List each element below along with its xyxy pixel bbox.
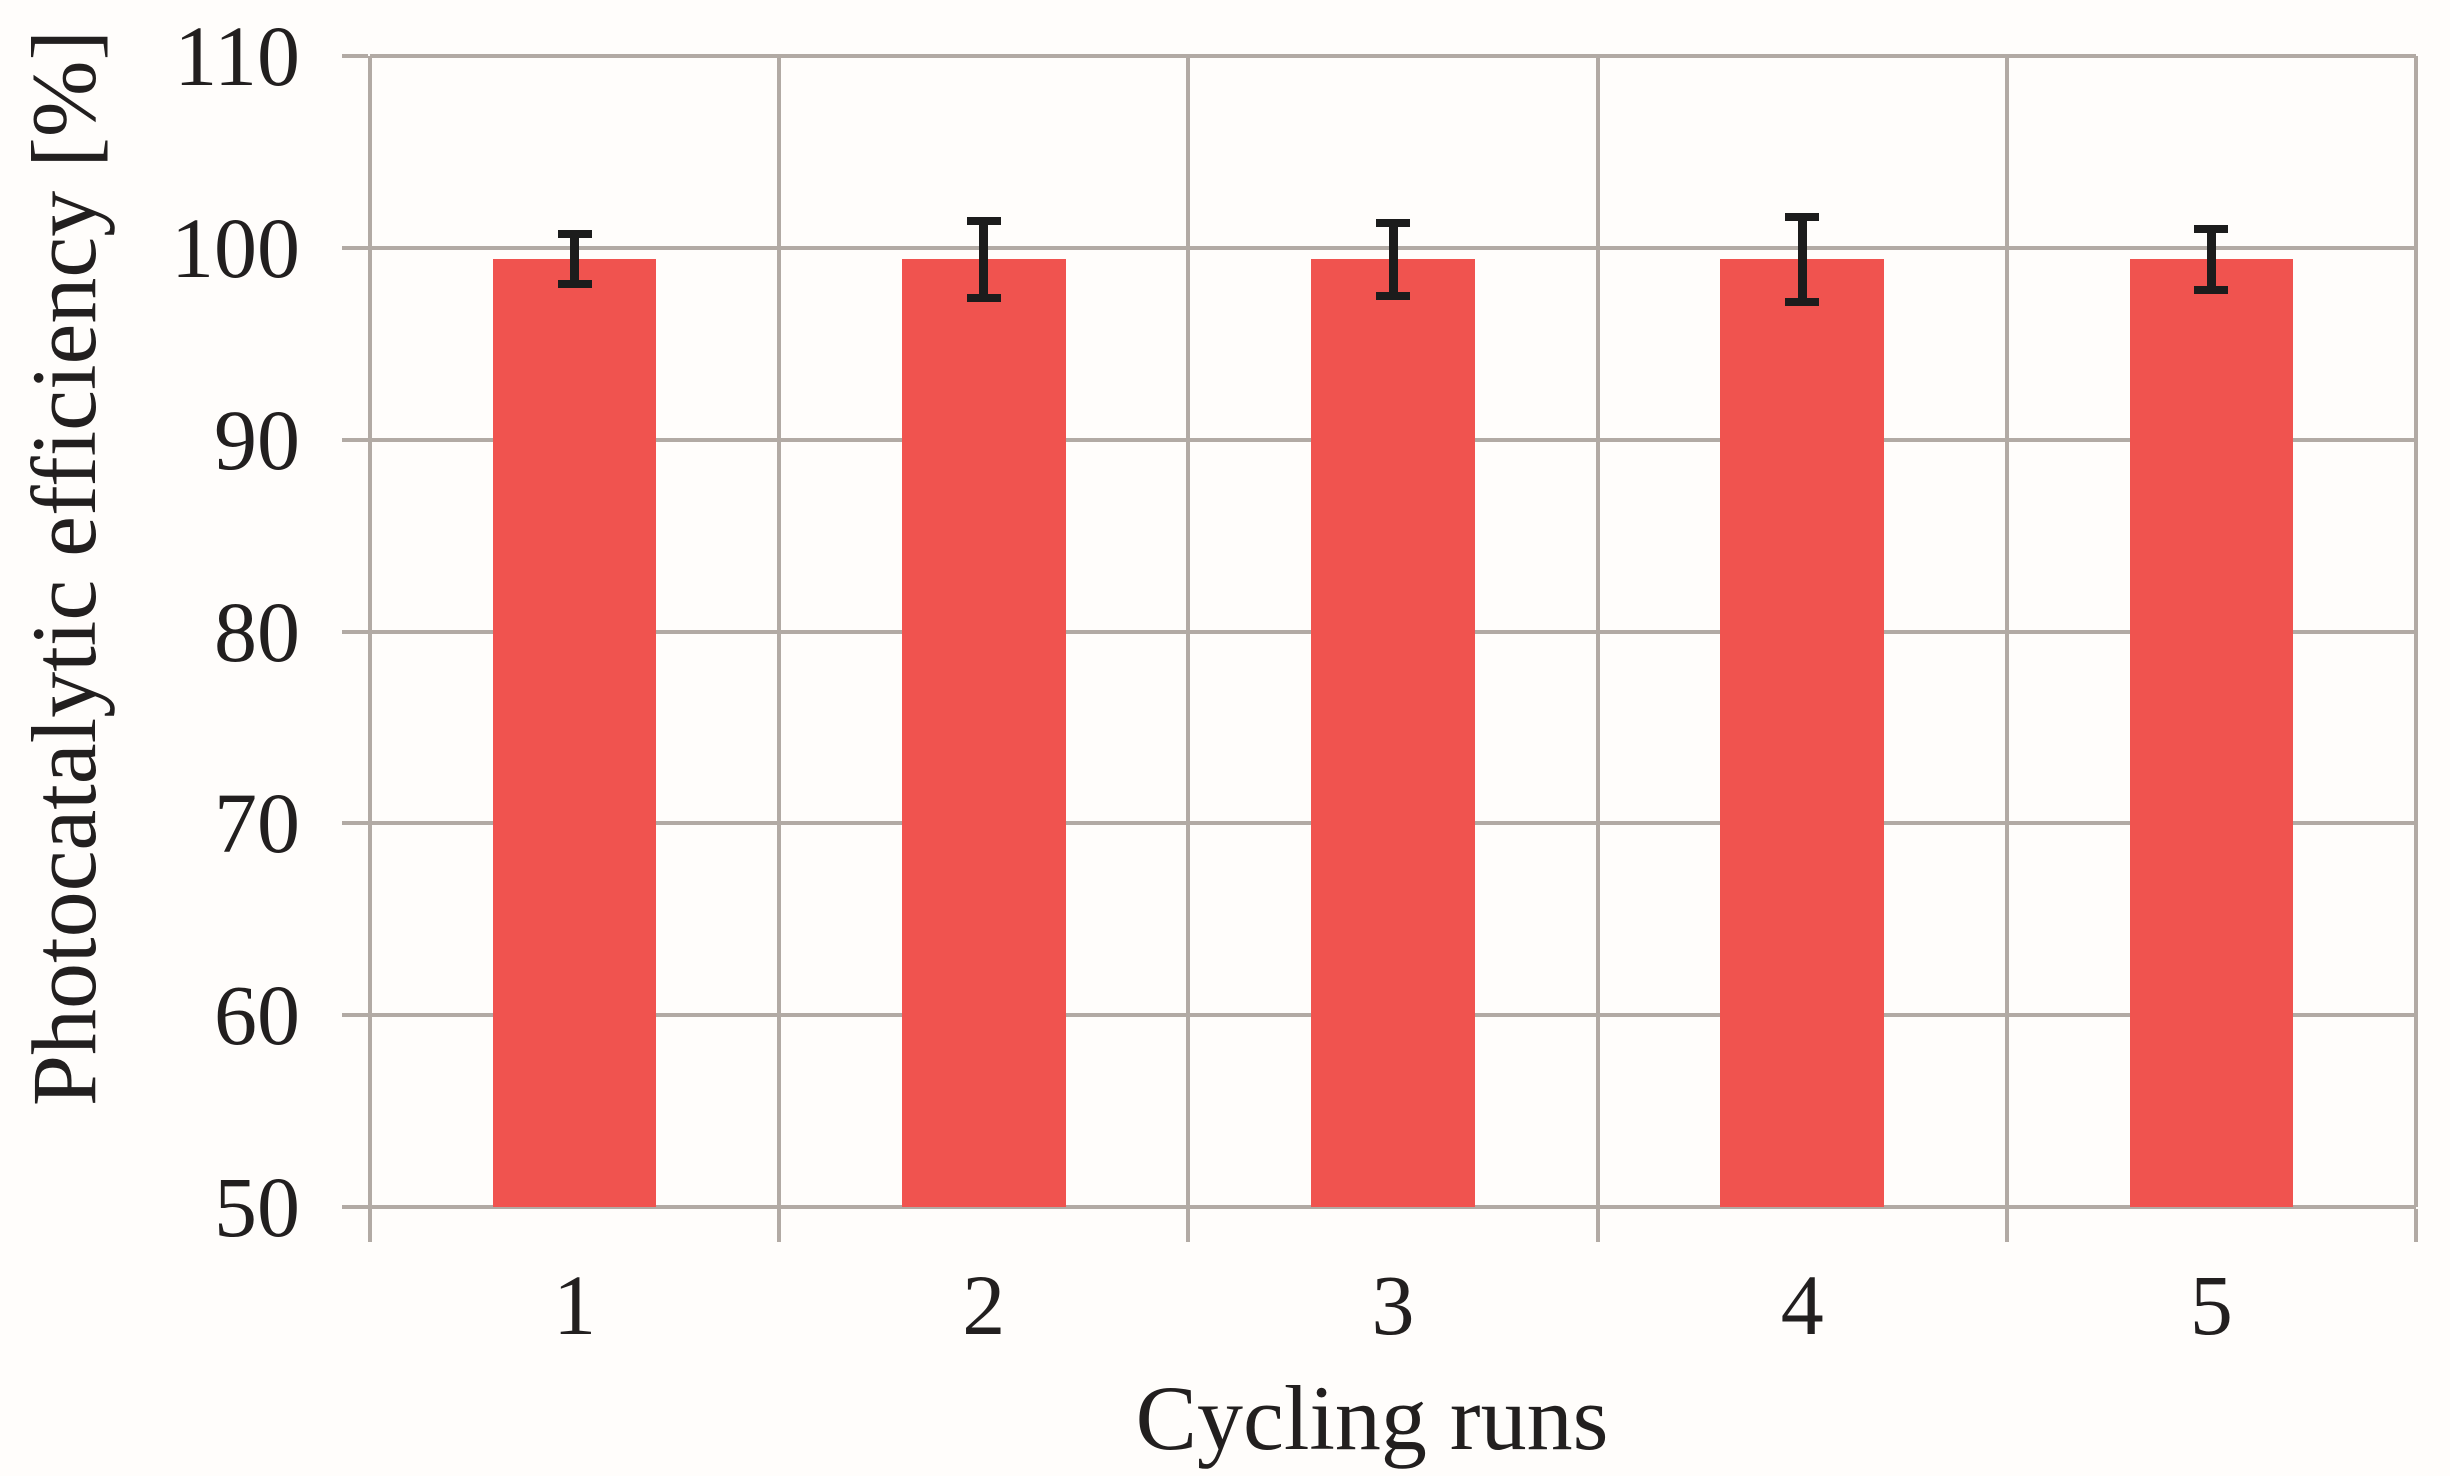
x-tick-label-5: 5	[2189, 1257, 2233, 1353]
error-bar-cap-top-4	[1785, 213, 1820, 222]
error-bar-cap-top-5	[2194, 224, 2229, 233]
error-bar-line-2	[979, 220, 989, 298]
y-tick-label-100: 100	[171, 199, 300, 296]
bar-1	[492, 259, 657, 1207]
x-tick-label-2: 2	[962, 1257, 1006, 1353]
x-axis-line	[370, 1205, 2416, 1209]
error-bar-cap-bottom-1	[557, 280, 592, 289]
v-gridline-5	[2414, 56, 2418, 1207]
h-gridline-110	[370, 54, 2416, 58]
bar-4	[1720, 259, 1885, 1207]
y-axis-title: Photocatalytic efficiency [%]	[13, 29, 115, 1107]
x-tick-mark-1	[777, 1209, 782, 1242]
y-axis-line	[368, 56, 372, 1240]
error-bar-cap-top-2	[966, 216, 1001, 225]
y-tick-label-60: 60	[214, 967, 300, 1064]
error-bar-cap-bottom-2	[966, 293, 1001, 302]
v-gridline-1	[777, 56, 782, 1207]
bar-2	[901, 259, 1066, 1207]
bar-3	[1311, 259, 1475, 1207]
error-bar-cap-top-1	[557, 230, 592, 239]
error-bar-line-3	[1388, 222, 1398, 296]
y-tick-mark-110	[342, 54, 368, 58]
bar-5	[2129, 259, 2294, 1207]
error-bar-line-4	[1797, 217, 1807, 302]
y-tick-label-90: 90	[214, 391, 300, 488]
v-gridline-4	[2004, 56, 2009, 1207]
error-bar-line-5	[2206, 228, 2216, 291]
y-tick-mark-60	[342, 1013, 368, 1018]
x-tick-mark-4	[2004, 1209, 2009, 1242]
y-tick-label-70: 70	[214, 775, 300, 872]
error-bar-cap-bottom-3	[1376, 291, 1410, 300]
y-tick-mark-90	[342, 437, 368, 442]
x-tick-label-1: 1	[553, 1257, 597, 1353]
v-gridline-2	[1186, 56, 1191, 1207]
plot-area	[342, 54, 2418, 1242]
error-bar-cap-bottom-4	[1785, 297, 1820, 306]
x-axis-title: Cycling runs	[1135, 1367, 1609, 1469]
y-tick-mark-100	[342, 245, 368, 250]
x-tick-mark-5	[2414, 1209, 2418, 1242]
error-bar-cap-top-3	[1376, 218, 1410, 227]
x-tick-mark-2	[1186, 1209, 1191, 1242]
x-tick-label-3: 3	[1371, 1257, 1415, 1353]
y-tick-mark-70	[342, 821, 368, 826]
y-tick-label-50: 50	[214, 1159, 300, 1255]
x-tick-label-4: 4	[1780, 1257, 1824, 1353]
v-gridline-3	[1595, 56, 1600, 1207]
error-bar-cap-bottom-5	[2194, 286, 2229, 295]
x-tick-mark-3	[1595, 1209, 1600, 1242]
y-tick-label-80: 80	[214, 583, 300, 680]
error-bar-line-1	[570, 234, 580, 285]
y-tick-mark-80	[342, 629, 368, 634]
y-tick-label-110: 110	[174, 8, 300, 104]
y-tick-mark-50	[342, 1205, 368, 1209]
